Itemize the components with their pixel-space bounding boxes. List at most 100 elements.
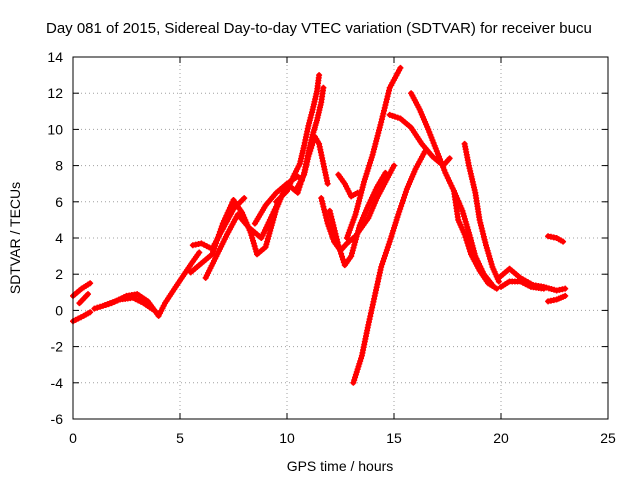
data-point xyxy=(462,234,469,241)
data-point xyxy=(562,285,569,292)
data-point xyxy=(335,242,342,249)
x-tick-labels: 0 5 10 15 20 25 xyxy=(69,430,616,446)
data-point xyxy=(348,253,355,260)
data-point xyxy=(402,188,409,195)
data-point xyxy=(339,253,346,260)
data-point xyxy=(384,244,391,251)
data-point xyxy=(299,175,306,182)
data-point xyxy=(295,186,302,193)
data-point xyxy=(396,208,403,215)
data-point xyxy=(241,195,248,202)
y-tick-label: 14 xyxy=(47,49,63,65)
data-point xyxy=(84,291,91,298)
y-tick-label: 8 xyxy=(55,158,63,174)
x-tick-label: 25 xyxy=(600,430,616,446)
data-point xyxy=(465,242,472,249)
data-point xyxy=(400,197,407,204)
series-arc-11 xyxy=(294,84,327,196)
data-point xyxy=(349,247,356,254)
data-point xyxy=(467,248,474,255)
data-point xyxy=(297,181,304,188)
data-point xyxy=(196,249,203,256)
y-tick-label: 12 xyxy=(47,85,63,101)
x-tick-label: 15 xyxy=(386,430,402,446)
data-point xyxy=(401,191,408,198)
data-point xyxy=(383,247,390,254)
x-axis-title: GPS time / hours xyxy=(287,458,394,474)
data-point xyxy=(338,250,345,257)
data-point xyxy=(354,230,361,237)
y-tick-label: 2 xyxy=(55,266,63,282)
y-tick-label: -6 xyxy=(51,411,64,427)
series-arc-19 xyxy=(450,187,500,292)
data-point xyxy=(351,241,358,248)
data-point xyxy=(300,172,307,179)
data-point xyxy=(294,189,301,196)
data-point xyxy=(97,303,104,310)
series-arc-7 xyxy=(189,195,248,252)
ticks-layer xyxy=(72,56,609,420)
data-point xyxy=(348,250,355,257)
series-arc-5 xyxy=(102,294,158,314)
series-arc-8 xyxy=(202,198,282,281)
data-point xyxy=(94,304,101,311)
data-point xyxy=(87,280,94,287)
data-point xyxy=(353,233,360,240)
y-tick-label: 10 xyxy=(47,121,63,137)
data-point xyxy=(385,241,392,248)
series-arc-22 xyxy=(498,278,547,292)
data-point xyxy=(399,200,406,207)
data-point xyxy=(87,309,94,316)
series-arc-3 xyxy=(76,291,91,307)
data-point xyxy=(382,169,389,176)
data-point xyxy=(562,292,569,299)
data-point xyxy=(382,249,389,256)
series-layer xyxy=(70,64,569,386)
x-tick-label: 10 xyxy=(279,430,295,446)
data-point xyxy=(350,244,357,251)
data-point xyxy=(379,261,386,268)
data-point xyxy=(381,255,388,262)
x-tick-label: 5 xyxy=(176,430,184,446)
series-arc-1 xyxy=(70,309,94,325)
data-point xyxy=(391,162,397,169)
data-point xyxy=(355,225,362,232)
y-tick-label: -2 xyxy=(51,339,64,355)
data-point xyxy=(151,307,158,314)
data-point xyxy=(381,252,388,259)
data-point xyxy=(296,184,303,191)
data-point xyxy=(464,239,471,246)
y-tick-label: 0 xyxy=(55,302,63,318)
series-arc-18 xyxy=(408,90,496,289)
data-point xyxy=(446,155,453,162)
data-point xyxy=(400,194,407,201)
series-arc-20 xyxy=(461,140,502,285)
data-point xyxy=(380,258,387,265)
grid-layer xyxy=(72,56,609,420)
data-point xyxy=(397,64,404,71)
chart-title: Day 081 of 2015, Sidereal Day-to-day VTE… xyxy=(46,20,592,37)
series-arc-14 xyxy=(335,171,361,200)
series-arc-13 xyxy=(326,169,389,269)
series-arc-10 xyxy=(273,72,323,205)
data-point xyxy=(560,238,567,245)
data-point xyxy=(395,211,402,218)
data-point xyxy=(463,237,470,244)
x-tick-label: 0 xyxy=(69,430,77,446)
data-point xyxy=(352,236,359,243)
data-point xyxy=(540,285,547,292)
data-point xyxy=(336,245,343,252)
y-axis-title: SDTVAR / TECUs xyxy=(7,182,23,294)
data-point xyxy=(355,227,362,234)
data-point xyxy=(378,263,385,270)
y-tick-label: 4 xyxy=(55,230,63,246)
data-point xyxy=(397,205,404,212)
data-point xyxy=(339,256,346,263)
data-point xyxy=(324,180,331,187)
y-tick-labels: -6 -4 -2 0 2 4 6 8 10 12 14 xyxy=(47,49,63,427)
x-tick-label: 20 xyxy=(493,430,509,446)
data-point xyxy=(337,247,344,254)
data-point xyxy=(320,84,327,91)
data-point xyxy=(298,178,305,185)
